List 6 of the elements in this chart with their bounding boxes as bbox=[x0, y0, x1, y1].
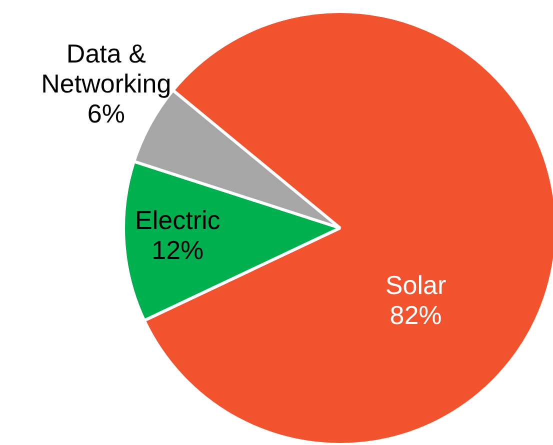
data-label: 6% bbox=[87, 98, 125, 128]
data-label: 12% bbox=[152, 234, 204, 265]
slice-label: Electric bbox=[135, 204, 220, 235]
slice-label: Solar bbox=[385, 270, 446, 300]
data-label: 82% bbox=[390, 300, 442, 330]
slice-label: Data & Networking bbox=[41, 38, 172, 98]
